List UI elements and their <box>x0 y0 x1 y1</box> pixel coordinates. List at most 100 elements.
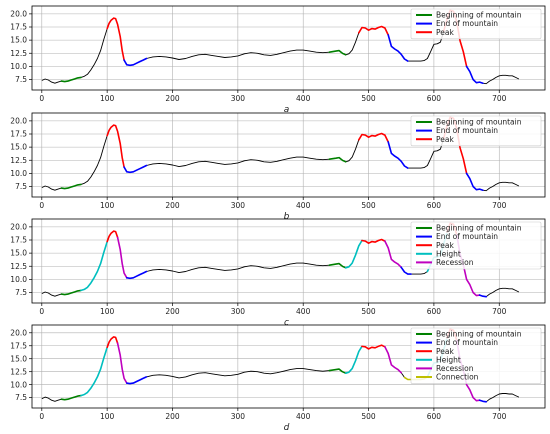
legend-label-peak: Peak <box>436 28 454 37</box>
segment-height <box>344 239 363 269</box>
legend-label-beginning: Beginning of mountain <box>436 118 522 127</box>
y-tick-label: 17.5 <box>10 341 27 350</box>
axes-frame <box>31 324 546 409</box>
x-tick-label: 100 <box>100 94 115 103</box>
x-tick-label: 500 <box>361 412 376 421</box>
x-tick-label: 500 <box>361 94 376 103</box>
segment-end <box>126 270 148 280</box>
segment-beginning <box>60 76 82 83</box>
segment-beginning <box>328 49 347 56</box>
legend-box <box>410 327 542 384</box>
legend-box <box>410 8 542 40</box>
x-tick-label: 700 <box>492 307 507 316</box>
panel-label: c <box>284 318 289 328</box>
panel-a: 7.5 10.0 12.5 15.0 17.5 20.0 0 100 200 300 400 500 6… <box>10 5 546 115</box>
segment-height <box>80 346 108 397</box>
y-tick-label: 12.5 <box>10 156 27 165</box>
y-tick-label: 17.5 <box>10 130 27 139</box>
segment-end <box>465 172 484 191</box>
x-tick-label: 600 <box>427 94 442 103</box>
x-tick-label: 700 <box>492 201 507 210</box>
legend-label-height: Height <box>436 249 461 258</box>
x-tick-label: 300 <box>231 307 246 316</box>
x-tick-label: 0 <box>39 307 44 316</box>
y-tick-label: 20.0 <box>10 222 27 231</box>
segment-peak <box>106 17 125 61</box>
segment-beginning <box>328 156 347 163</box>
legend-box <box>410 115 542 147</box>
legend-label-end: End of mountain <box>436 338 498 347</box>
x-tick-label: 400 <box>296 201 311 210</box>
x-tick-label: 400 <box>296 307 311 316</box>
panel-label: b <box>284 212 290 222</box>
x-tick-label: 600 <box>427 307 442 316</box>
segment-beginning <box>60 289 82 296</box>
y-tick-label: 7.5 <box>15 393 27 402</box>
legend-label-height: Height <box>436 355 461 364</box>
segment-end <box>123 164 148 174</box>
segment-peak <box>361 344 386 350</box>
segment-peak <box>106 230 119 243</box>
x-tick-label: 200 <box>165 201 180 210</box>
segment-end <box>465 65 484 84</box>
y-tick-label: 12.5 <box>10 49 27 58</box>
x-tick-label: 100 <box>100 412 115 421</box>
segment-height <box>344 345 363 375</box>
segment-peak <box>106 124 125 168</box>
y-tick-label: 20.0 <box>10 9 27 18</box>
segment-recession <box>384 240 403 269</box>
segment-end <box>387 141 409 169</box>
x-tick-label: 200 <box>165 94 180 103</box>
segment-recession <box>384 345 403 374</box>
x-tick-label: 700 <box>492 94 507 103</box>
panel-label: a <box>284 105 290 115</box>
y-tick-label: 7.5 <box>15 75 27 84</box>
y-tick-label: 15.0 <box>10 354 27 363</box>
segment-end <box>126 376 148 385</box>
y-tick-label: 10.0 <box>10 62 27 71</box>
panel-b: 7.5 10.0 12.5 15.0 17.5 20.0 0 100 200 300 400 500 6… <box>10 112 546 222</box>
x-tick-label: 400 <box>296 94 311 103</box>
legend-label-recession: Recession <box>436 364 474 373</box>
legend-label-connection: Connection <box>436 373 479 382</box>
y-tick-label: 20.0 <box>10 328 27 337</box>
legend-label-beginning: Beginning of mountain <box>436 11 522 20</box>
legend-label-peak: Peak <box>436 241 454 250</box>
segment-peak <box>357 132 390 143</box>
segment-peak <box>357 25 390 36</box>
x-tick-label: 200 <box>165 412 180 421</box>
segment-end <box>478 294 488 298</box>
y-tick-label: 10.0 <box>10 380 27 389</box>
x-tick-label: 0 <box>39 412 44 421</box>
panel-c: 7.5 10.0 12.5 15.0 17.5 20.0 0 100 200 300 400 500 6… <box>10 218 546 328</box>
y-tick-label: 7.5 <box>15 288 27 297</box>
segment-beginning <box>60 183 82 190</box>
x-tick-label: 100 <box>100 201 115 210</box>
legend-label-peak: Peak <box>436 347 454 356</box>
y-tick-label: 10.0 <box>10 169 27 178</box>
legend-label-recession: Recession <box>436 258 474 267</box>
y-tick-label: 20.0 <box>10 116 27 125</box>
segment-end <box>387 34 409 62</box>
segment-beginning <box>328 262 347 269</box>
panel-d: 7.5 10.0 12.5 15.0 17.5 20.0 0 100 200 300 400 500 6… <box>10 324 546 433</box>
legend-label-beginning: Beginning of mountain <box>436 330 522 339</box>
x-tick-label: 400 <box>296 412 311 421</box>
x-tick-label: 100 <box>100 307 115 316</box>
x-tick-label: 500 <box>361 307 376 316</box>
segment-height <box>80 240 108 292</box>
legend-label-end: End of mountain <box>436 232 498 241</box>
legend-label-beginning: Beginning of mountain <box>436 224 522 233</box>
segment-beginning <box>60 394 82 401</box>
x-tick-label: 300 <box>231 94 246 103</box>
legend-label-end: End of mountain <box>436 19 498 28</box>
x-tick-label: 600 <box>427 412 442 421</box>
x-tick-label: 600 <box>427 201 442 210</box>
segment-end <box>478 399 488 403</box>
x-tick-label: 300 <box>231 201 246 210</box>
x-tick-label: 200 <box>165 307 180 316</box>
x-tick-label: 700 <box>492 412 507 421</box>
segment-recession <box>116 236 128 279</box>
y-tick-label: 17.5 <box>10 23 27 32</box>
